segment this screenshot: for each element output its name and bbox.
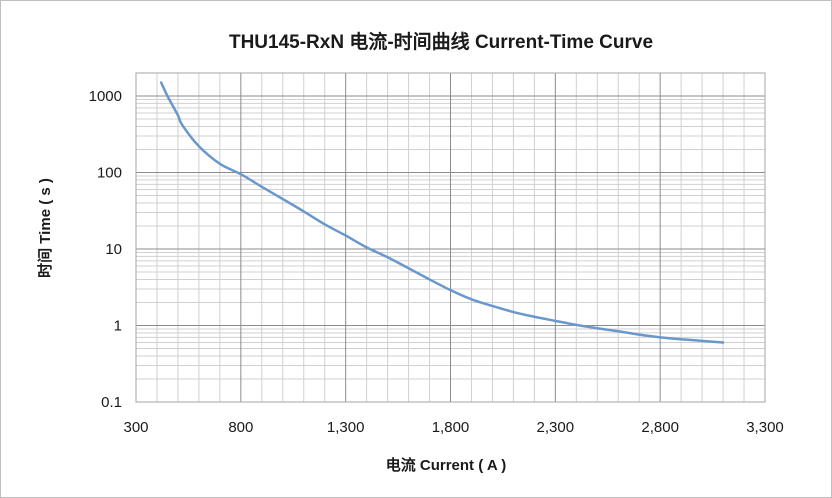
y-tick-labels: 0.1 1 10 100 1000 <box>89 88 122 411</box>
plot-area-border <box>135 72 766 403</box>
y-tick-label: 100 <box>97 165 122 182</box>
x-tick-label: 2,300 <box>537 419 575 436</box>
y-tick-label: 1 <box>114 318 122 335</box>
x-axis-title: 电流 Current ( A ) <box>386 456 507 474</box>
x-tick-label: 2,800 <box>641 419 679 436</box>
chart-title: THU145-RxN 电流-时间曲线 Current-Time Curve <box>229 30 653 53</box>
y-tick-label: 0.1 <box>101 394 122 411</box>
y-tick-label: 10 <box>105 241 122 258</box>
y-axis-title: 时间 Time ( s ) <box>36 178 54 278</box>
x-tick-label: 800 <box>228 419 253 436</box>
major-gridlines <box>135 73 766 403</box>
x-tick-label: 3,300 <box>746 419 784 436</box>
x-tick-label: 1,300 <box>327 419 365 436</box>
x-tick-label: 1,800 <box>432 419 470 436</box>
series-line <box>159 81 725 344</box>
x-tick-label: 300 <box>123 419 148 436</box>
y-tick-label: 1000 <box>89 88 122 105</box>
x-tick-labels: 300 800 1,300 1,800 2,300 2,800 3,300 <box>123 419 783 436</box>
